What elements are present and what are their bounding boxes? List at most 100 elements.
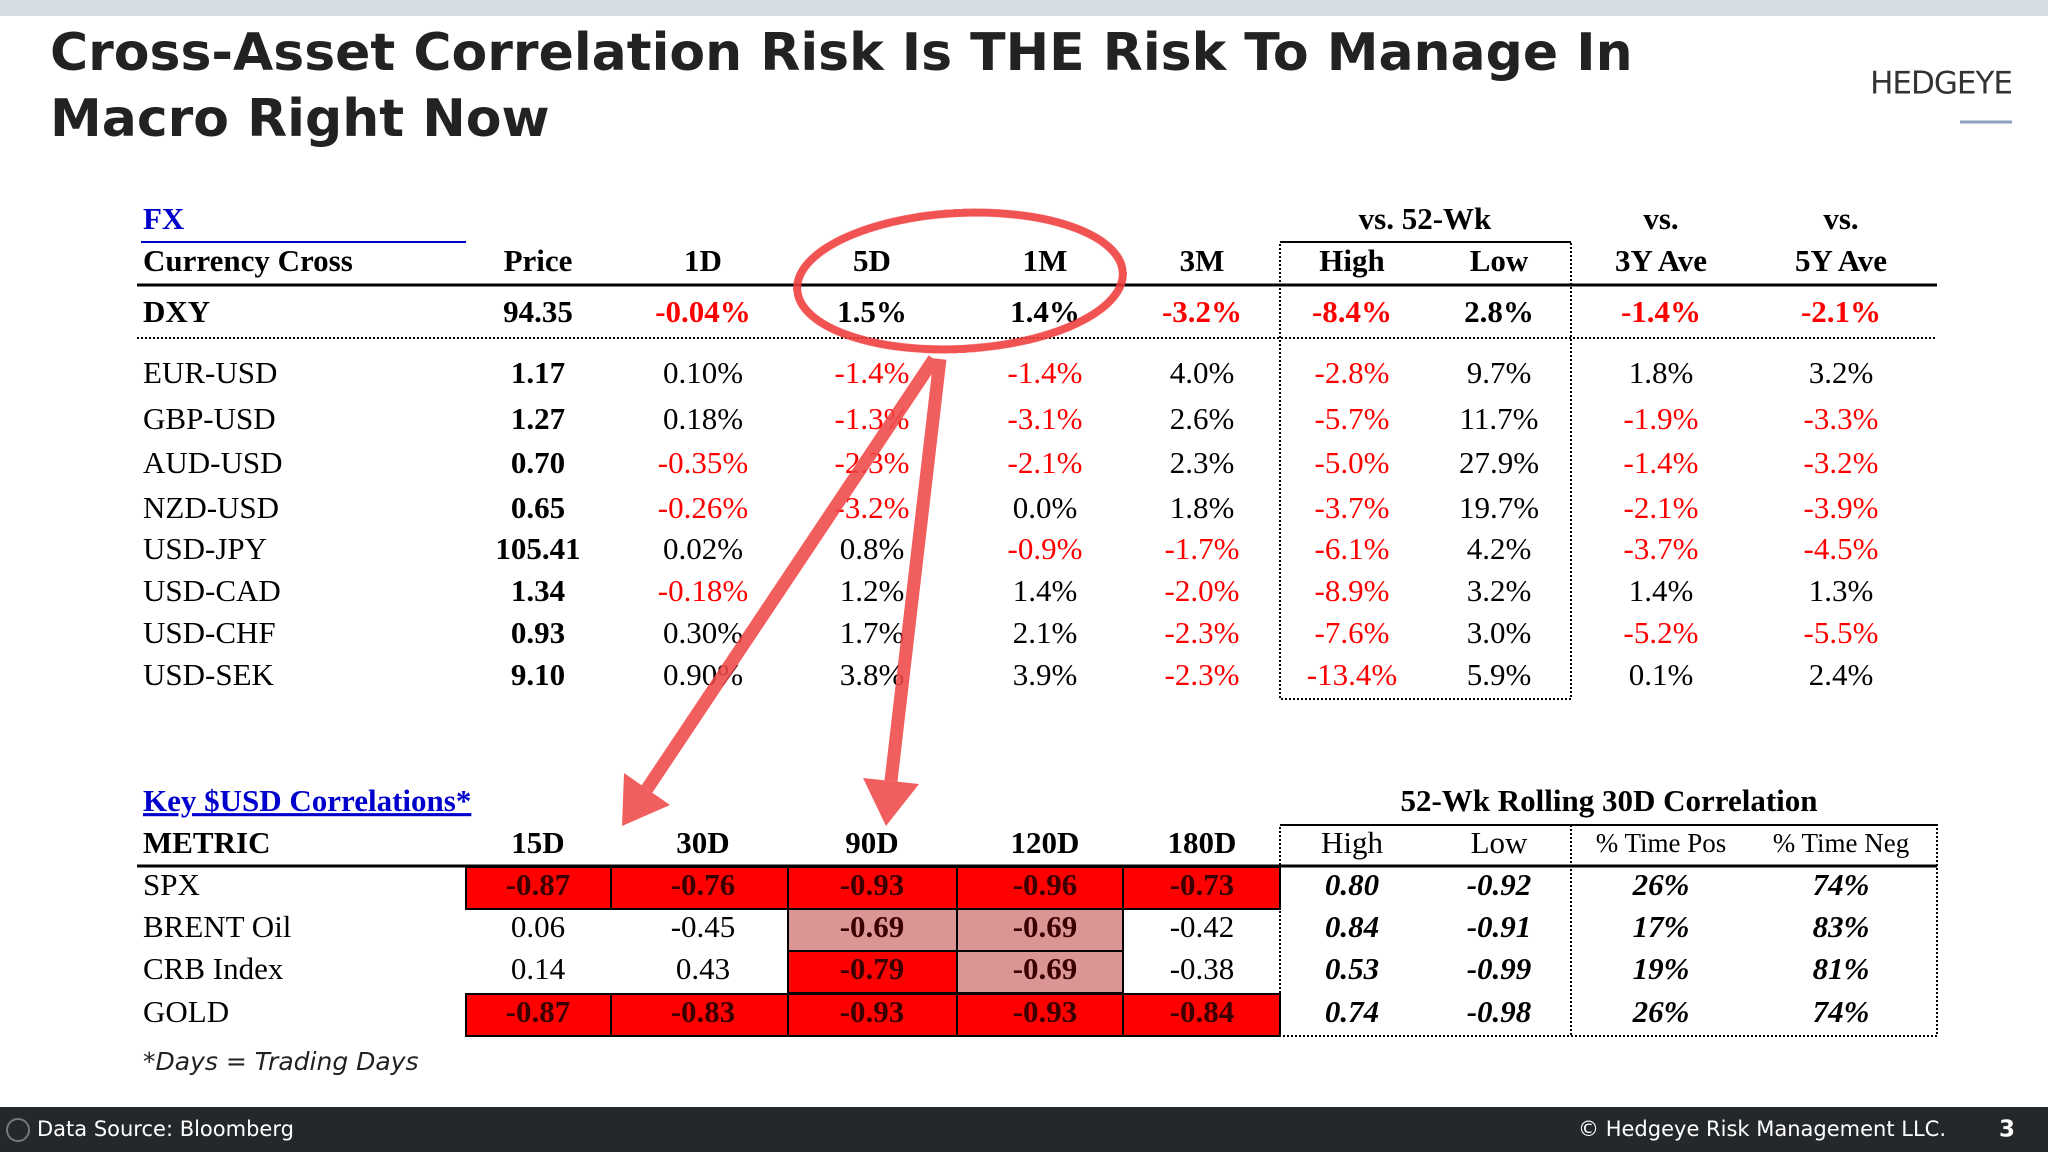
column-header: 15D <box>511 825 564 860</box>
footer-bar <box>0 1107 2048 1152</box>
cell: -0.69 <box>1013 909 1078 944</box>
nav-icon[interactable] <box>6 1118 30 1142</box>
cell: -1.7% <box>1165 531 1240 566</box>
cell: 0.43 <box>676 951 730 986</box>
cell: 0.10% <box>663 355 743 390</box>
group-header: vs. <box>1643 201 1678 236</box>
cell: -6.1% <box>1315 531 1390 566</box>
cell: 0.70 <box>511 445 565 480</box>
cell: -4.5% <box>1804 531 1879 566</box>
cell: -0.93 <box>1013 994 1078 1029</box>
row-label: USD-CHF <box>143 615 276 650</box>
cell: 0.30% <box>663 615 743 650</box>
source: Data Source: Bloomberg <box>37 1117 294 1141</box>
cell: -0.38 <box>1170 951 1235 986</box>
cell: 3.2% <box>1467 573 1532 608</box>
column-header: Low <box>1471 825 1528 860</box>
cell-fill <box>1122 993 1281 1037</box>
cell: 2.1% <box>1013 615 1078 650</box>
group-header: 52-Wk Rolling 30D Correlation <box>1400 783 1817 818</box>
cell: 2.8% <box>1464 294 1534 329</box>
cell: 2.3% <box>1170 445 1235 480</box>
cell: 0.84 <box>1325 909 1379 944</box>
row-label: CRB Index <box>143 951 284 986</box>
cell: 1.4% <box>1013 573 1078 608</box>
arrow <box>884 358 947 782</box>
cell: 2.4% <box>1809 657 1874 692</box>
column-header: High <box>1321 825 1384 860</box>
cell: -5.0% <box>1315 445 1390 480</box>
cell: -3.1% <box>1008 401 1083 436</box>
cell: -8.9% <box>1315 573 1390 608</box>
cell: -1.4% <box>835 355 910 390</box>
cell: 19% <box>1633 951 1690 986</box>
cell: 1.5% <box>837 294 907 329</box>
cell: -0.69 <box>840 909 905 944</box>
cell: -2.0% <box>1165 573 1240 608</box>
cell: 1.3% <box>1809 573 1874 608</box>
cell-fill <box>610 866 789 910</box>
column-header: Currency Cross <box>143 243 353 278</box>
cell: -5.2% <box>1624 615 1699 650</box>
cell-fill <box>610 993 789 1037</box>
cell: -3.9% <box>1804 490 1879 525</box>
column-header: 5D <box>853 243 891 278</box>
top-strip <box>0 0 2048 16</box>
cell: -2.8% <box>1315 355 1390 390</box>
cell: 9.7% <box>1467 355 1532 390</box>
cell: 0.06 <box>511 909 565 944</box>
cell-fill <box>956 950 1124 994</box>
cell: 3.0% <box>1467 615 1532 650</box>
cell: 11.7% <box>1460 401 1539 436</box>
row-label: USD-JPY <box>143 531 267 566</box>
cell: 19.7% <box>1459 490 1539 525</box>
row-label: AUD-USD <box>143 445 283 480</box>
cell: -0.42 <box>1170 909 1235 944</box>
column-header: Low <box>1470 243 1529 278</box>
cell: 1.4% <box>1629 573 1694 608</box>
title-line: Cross-Asset Correlation Risk Is THE Risk… <box>50 23 1633 83</box>
cell-fill <box>787 908 958 952</box>
copyright: © Hedgeye Risk Management LLC. <box>1578 1117 1946 1141</box>
row-label: USD-SEK <box>143 657 275 692</box>
cell: 5.9% <box>1467 657 1532 692</box>
cell: 1.8% <box>1170 490 1235 525</box>
cell-fill <box>465 993 612 1037</box>
row-label: DXY <box>143 294 210 329</box>
row-label: GOLD <box>143 994 229 1029</box>
page-number: 3 <box>1999 1117 2015 1143</box>
cell: -1.9% <box>1624 401 1699 436</box>
cell: -8.4% <box>1312 294 1392 329</box>
cell: 81% <box>1813 951 1870 986</box>
cell: -7.6% <box>1315 615 1390 650</box>
cell: -2.1% <box>1008 445 1083 480</box>
cell: 3.2% <box>1809 355 1874 390</box>
cell: 2.6% <box>1170 401 1235 436</box>
cell: -0.18% <box>658 573 748 608</box>
column-header: % Time Pos <box>1596 828 1727 858</box>
cell: -1.4% <box>1008 355 1083 390</box>
group-header: vs. 52-Wk <box>1359 201 1492 236</box>
column-header: High <box>1319 243 1384 278</box>
cell: 0.65 <box>511 490 565 525</box>
cell-fill <box>956 908 1124 952</box>
cell: 4.2% <box>1467 531 1532 566</box>
cell: -13.4% <box>1307 657 1397 692</box>
column-header: 90D <box>845 825 898 860</box>
cell: -0.9% <box>1008 531 1083 566</box>
cell: 1.2% <box>840 573 905 608</box>
cell-fill <box>1122 866 1281 910</box>
highlight-circle <box>793 208 1127 354</box>
column-header: 3Y Ave <box>1615 243 1707 278</box>
cell: -1.4% <box>1621 294 1701 329</box>
row-label: USD-CAD <box>143 573 281 608</box>
cell: -3.2% <box>1162 294 1242 329</box>
cell-fill <box>465 866 612 910</box>
row-label: BRENT Oil <box>143 909 291 944</box>
row-label: EUR-USD <box>143 355 277 390</box>
cell: -0.35% <box>658 445 748 480</box>
row-label: NZD-USD <box>143 490 279 525</box>
cell: -0.87 <box>506 867 571 902</box>
